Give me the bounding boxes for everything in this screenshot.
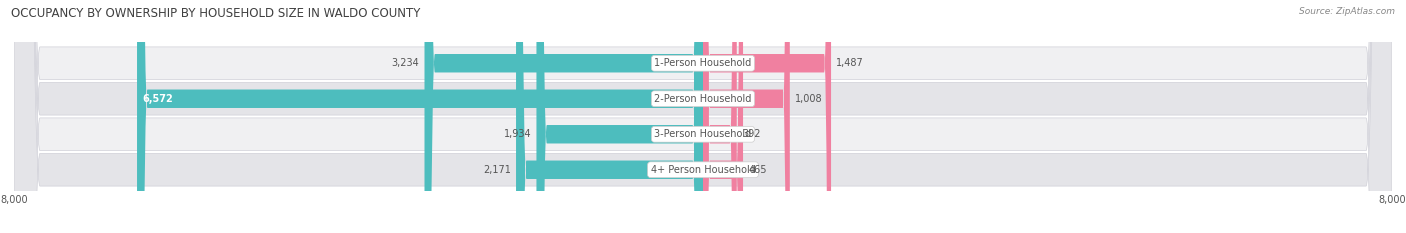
FancyBboxPatch shape: [14, 0, 1392, 233]
Text: 3-Person Household: 3-Person Household: [654, 129, 752, 139]
FancyBboxPatch shape: [425, 0, 703, 233]
FancyBboxPatch shape: [14, 0, 1392, 233]
Text: 1-Person Household: 1-Person Household: [654, 58, 752, 68]
Text: 6,572: 6,572: [142, 94, 173, 104]
Text: 3,234: 3,234: [392, 58, 419, 68]
Text: 1,487: 1,487: [837, 58, 863, 68]
FancyBboxPatch shape: [703, 0, 790, 233]
FancyBboxPatch shape: [136, 0, 703, 233]
FancyBboxPatch shape: [14, 0, 1392, 233]
FancyBboxPatch shape: [703, 0, 742, 233]
Text: 1,008: 1,008: [794, 94, 823, 104]
Text: 392: 392: [742, 129, 761, 139]
FancyBboxPatch shape: [703, 0, 831, 233]
FancyBboxPatch shape: [537, 0, 703, 233]
Text: Source: ZipAtlas.com: Source: ZipAtlas.com: [1299, 7, 1395, 16]
Text: 2-Person Household: 2-Person Household: [654, 94, 752, 104]
FancyBboxPatch shape: [14, 0, 1392, 233]
FancyBboxPatch shape: [703, 0, 737, 233]
Text: 2,171: 2,171: [484, 165, 510, 175]
Text: 4+ Person Household: 4+ Person Household: [651, 165, 755, 175]
Text: 1,934: 1,934: [503, 129, 531, 139]
Text: OCCUPANCY BY OWNERSHIP BY HOUSEHOLD SIZE IN WALDO COUNTY: OCCUPANCY BY OWNERSHIP BY HOUSEHOLD SIZE…: [11, 7, 420, 20]
Text: 465: 465: [748, 165, 766, 175]
FancyBboxPatch shape: [516, 0, 703, 233]
